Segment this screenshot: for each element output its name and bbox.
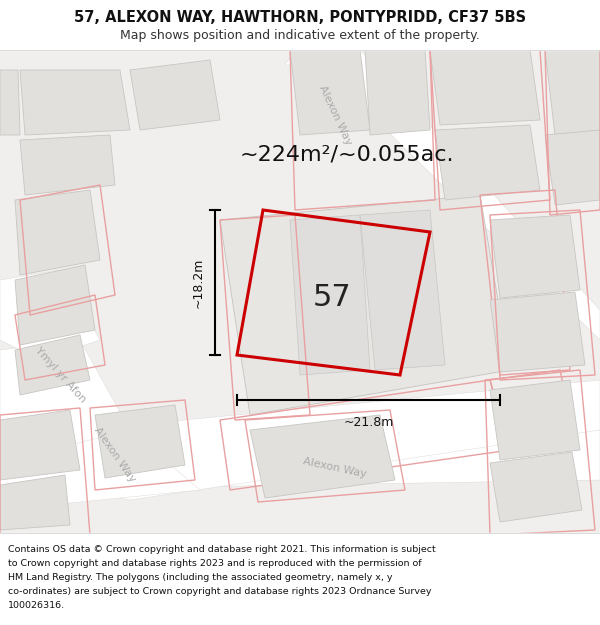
Polygon shape bbox=[0, 270, 100, 360]
Polygon shape bbox=[490, 292, 585, 372]
Polygon shape bbox=[15, 265, 95, 345]
Text: 100026316.: 100026316. bbox=[8, 601, 65, 610]
Text: ~18.2m: ~18.2m bbox=[192, 258, 205, 308]
Polygon shape bbox=[0, 70, 20, 135]
Polygon shape bbox=[95, 405, 185, 478]
Text: 57: 57 bbox=[313, 284, 352, 312]
Text: Alexon Way: Alexon Way bbox=[302, 456, 368, 479]
Text: Alexon Way: Alexon Way bbox=[92, 426, 137, 484]
Polygon shape bbox=[430, 50, 540, 125]
Polygon shape bbox=[0, 340, 130, 450]
Polygon shape bbox=[285, 50, 600, 340]
Polygon shape bbox=[290, 50, 500, 215]
Polygon shape bbox=[0, 475, 70, 530]
Text: ~21.8m: ~21.8m bbox=[343, 416, 394, 429]
Polygon shape bbox=[435, 125, 540, 200]
Polygon shape bbox=[545, 130, 600, 205]
Text: co-ordinates) are subject to Crown copyright and database rights 2023 Ordnance S: co-ordinates) are subject to Crown copyr… bbox=[8, 587, 431, 596]
Polygon shape bbox=[0, 410, 80, 480]
Bar bbox=[0, 533, 600, 625]
Text: Map shows position and indicative extent of the property.: Map shows position and indicative extent… bbox=[120, 29, 480, 41]
Polygon shape bbox=[290, 50, 370, 135]
Polygon shape bbox=[130, 60, 220, 130]
Text: to Crown copyright and database rights 2023 and is reproduced with the permissio: to Crown copyright and database rights 2… bbox=[8, 559, 422, 568]
Bar bbox=[0, 50, 600, 533]
Text: Alexon Way: Alexon Way bbox=[317, 84, 353, 146]
Bar bbox=[0, 0, 600, 50]
Polygon shape bbox=[490, 380, 580, 460]
Polygon shape bbox=[360, 210, 445, 370]
Polygon shape bbox=[80, 380, 600, 500]
Polygon shape bbox=[20, 70, 130, 135]
Polygon shape bbox=[15, 190, 100, 275]
Polygon shape bbox=[250, 415, 395, 498]
Polygon shape bbox=[15, 335, 90, 395]
Polygon shape bbox=[0, 430, 200, 510]
Polygon shape bbox=[365, 50, 430, 135]
Polygon shape bbox=[220, 195, 510, 415]
Polygon shape bbox=[490, 215, 580, 298]
Polygon shape bbox=[20, 135, 115, 195]
Polygon shape bbox=[290, 215, 370, 375]
Polygon shape bbox=[545, 50, 600, 135]
Text: ~224m²/~0.055ac.: ~224m²/~0.055ac. bbox=[240, 145, 455, 165]
Polygon shape bbox=[490, 452, 582, 522]
Text: 57, ALEXON WAY, HAWTHORN, PONTYPRIDD, CF37 5BS: 57, ALEXON WAY, HAWTHORN, PONTYPRIDD, CF… bbox=[74, 11, 526, 26]
Text: Contains OS data © Crown copyright and database right 2021. This information is : Contains OS data © Crown copyright and d… bbox=[8, 545, 436, 554]
Text: HM Land Registry. The polygons (including the associated geometry, namely x, y: HM Land Registry. The polygons (includin… bbox=[8, 573, 392, 582]
Text: Ymyl yr Afon: Ymyl yr Afon bbox=[32, 346, 88, 404]
Polygon shape bbox=[0, 430, 600, 490]
